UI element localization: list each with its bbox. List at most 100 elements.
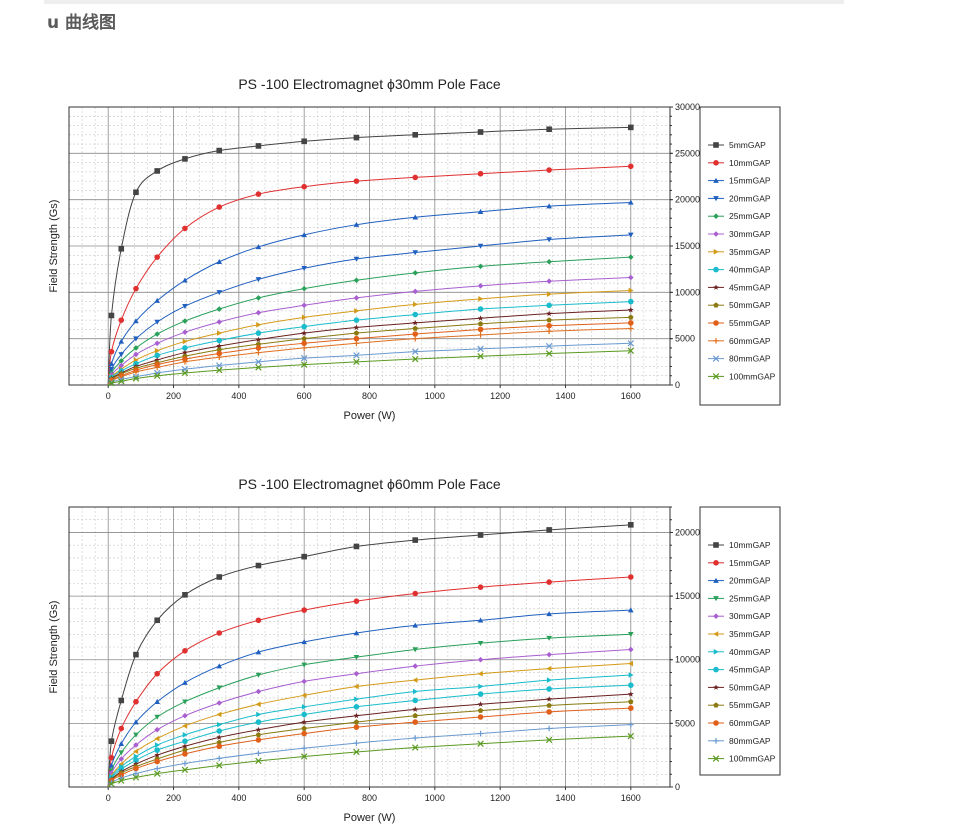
- data-point: [216, 663, 223, 669]
- data-point: [353, 654, 360, 660]
- data-point: [256, 711, 262, 718]
- section-title: u 曲线图: [47, 13, 117, 33]
- data-point: [412, 250, 419, 256]
- series-30mmGAP: [107, 274, 634, 386]
- legend-item: 80mmGAP: [708, 354, 771, 364]
- data-point: [300, 354, 308, 362]
- x-tick-label: 1000: [425, 391, 445, 401]
- data-point: [255, 617, 262, 624]
- data-point: [108, 738, 115, 744]
- data-point: [628, 163, 634, 170]
- series-35mmGAP: [107, 660, 634, 788]
- chart-30mm-pole-face: PS -100 Electromagnet ϕ30mm Pole Face 0 20…: [48, 76, 781, 422]
- data-point: [154, 752, 161, 758]
- data-point: [154, 340, 160, 347]
- data-point: [628, 698, 634, 704]
- data-point: [118, 777, 125, 784]
- data-point: [255, 336, 262, 343]
- data-point: [477, 345, 484, 353]
- data-point: [133, 318, 139, 324]
- data-point: [217, 330, 223, 336]
- data-point: [216, 319, 223, 325]
- data-point: [182, 318, 188, 324]
- data-point: [301, 302, 307, 309]
- data-point: [133, 651, 139, 658]
- chart-60mm-pole-face: PS -100 Electromagnet ϕ60mm Pole Face 0 20…: [48, 476, 781, 824]
- data-point: [154, 742, 160, 748]
- data-point: [182, 738, 188, 744]
- legend-marker: [713, 338, 719, 344]
- data-point: [118, 740, 125, 746]
- data-point: [216, 147, 223, 154]
- x-tick-label: 200: [166, 391, 181, 401]
- data-point: [353, 335, 360, 342]
- legend-item: 40mmGAP: [708, 647, 771, 657]
- data-point: [133, 770, 139, 777]
- data-point: [546, 579, 552, 585]
- data-point: [412, 677, 418, 683]
- data-point: [301, 662, 307, 668]
- x-tick-label: 600: [297, 391, 312, 401]
- legend-label: 25mmGAP: [729, 593, 771, 603]
- data-point: [216, 343, 223, 349]
- data-point: [108, 312, 115, 319]
- data-point: [216, 734, 223, 740]
- data-point: [182, 349, 188, 356]
- legend-label: 10mmGAP: [729, 158, 771, 168]
- y-tick-label: 10000: [675, 655, 700, 665]
- data-point: [627, 347, 635, 354]
- data-point: [353, 683, 359, 690]
- legend-marker: [712, 355, 720, 362]
- data-point: [477, 306, 484, 312]
- y-tick-label: 15000: [675, 591, 700, 601]
- data-point: [477, 714, 484, 720]
- data-point: [216, 728, 223, 734]
- data-point: [412, 288, 419, 295]
- data-point: [255, 364, 262, 371]
- data-point: [182, 743, 188, 749]
- y-tick-label: 10000: [675, 287, 700, 297]
- data-point: [216, 290, 223, 296]
- data-point: [255, 277, 262, 283]
- data-point: [301, 639, 307, 645]
- data-point: [182, 760, 188, 767]
- data-point: [477, 740, 484, 747]
- series-10mmGAP: [107, 522, 634, 788]
- data-point: [255, 750, 262, 757]
- data-point: [301, 678, 307, 685]
- legend-label: 60mmGAP: [729, 718, 771, 728]
- legend-box: [699, 106, 781, 406]
- grid: [68, 506, 671, 787]
- legend-item: 10mmGAP: [708, 158, 771, 168]
- series-80mmGAP: [107, 721, 634, 788]
- data-point: [216, 762, 223, 769]
- data-point: [133, 698, 139, 705]
- data-point: [301, 719, 308, 725]
- data-point: [354, 308, 360, 314]
- data-point: [546, 665, 552, 672]
- data-point: [412, 688, 419, 695]
- data-point: [412, 301, 419, 308]
- data-point: [216, 711, 222, 718]
- series-30mmGAP: [107, 646, 634, 788]
- legend-label: 35mmGAP: [729, 247, 771, 257]
- legend-marker: [713, 302, 719, 308]
- data-point: [353, 598, 360, 604]
- legend-item: 30mmGAP: [708, 229, 771, 239]
- series-45mmGAP: [107, 682, 634, 788]
- data-point: [255, 358, 262, 366]
- data-point: [546, 317, 552, 323]
- y-tick-label: 0: [675, 380, 680, 390]
- x-tick-label: 1600: [621, 793, 641, 803]
- legend: 5mmGAP 10mmGAP 15mmGAP 20mmGAP 25mmGAP 30mmGA…: [699, 106, 781, 406]
- data-point: [301, 607, 307, 613]
- data-point: [154, 254, 160, 260]
- data-point: [132, 774, 140, 781]
- data-point: [216, 258, 223, 264]
- data-point: [216, 366, 223, 374]
- y-tick-label: 25000: [675, 148, 700, 158]
- data-point: [412, 270, 419, 276]
- legend-marker: [713, 213, 719, 219]
- y-tick-label: 0: [675, 782, 680, 792]
- legend-marker: [713, 196, 719, 202]
